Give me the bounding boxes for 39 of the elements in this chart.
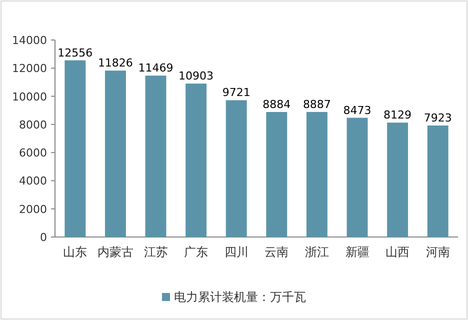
data-label: 7923 <box>424 112 452 125</box>
data-label: 11469 <box>138 62 174 75</box>
data-label: 11826 <box>98 56 133 70</box>
data-label: 12556 <box>58 46 93 60</box>
x-tick-label: 内蒙古 <box>97 245 134 259</box>
x-tick-label: 江苏 <box>144 245 168 259</box>
y-tick-label: 6000 <box>19 146 47 160</box>
bar <box>427 126 448 237</box>
bar <box>186 84 207 237</box>
data-label: 8884 <box>262 98 291 111</box>
y-tick-label: 0 <box>40 231 47 244</box>
bar <box>226 100 247 237</box>
y-tick-label: 14000 <box>12 34 47 47</box>
y-tick-label: 2000 <box>19 202 47 216</box>
y-tick-label: 10000 <box>12 90 47 104</box>
x-tick-label: 云南 <box>264 245 289 259</box>
bar <box>266 112 288 237</box>
x-tick-label: 四川 <box>224 245 248 259</box>
x-tick-label: 河南 <box>426 245 450 259</box>
data-label: 8887 <box>302 98 331 111</box>
y-tick-label: 12000 <box>12 62 47 76</box>
data-label: 8473 <box>343 104 372 117</box>
bar <box>64 60 86 237</box>
bar <box>346 118 368 237</box>
x-tick-label: 广东 <box>184 245 208 259</box>
y-tick-label: 4000 <box>19 174 47 188</box>
bar <box>306 112 328 237</box>
data-label: 8129 <box>384 108 412 122</box>
x-tick-label: 山东 <box>63 245 88 259</box>
data-label: 10903 <box>178 70 214 83</box>
y-tick-label: 8000 <box>19 118 47 132</box>
data-label: 9721 <box>222 86 250 100</box>
legend-label: 电力累计装机量：万千瓦 <box>174 290 306 304</box>
x-tick-label: 山西 <box>386 245 410 259</box>
bar <box>145 76 166 237</box>
bar <box>387 122 408 237</box>
bar <box>104 70 126 237</box>
x-tick-label: 新疆 <box>345 245 370 259</box>
x-tick-label: 浙江 <box>304 245 329 259</box>
